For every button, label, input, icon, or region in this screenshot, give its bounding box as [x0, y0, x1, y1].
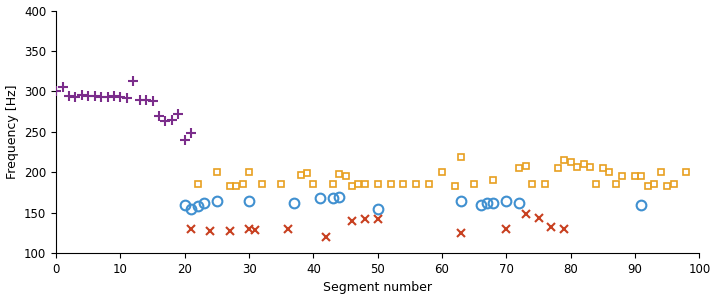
Y-axis label: Frequency [Hz]: Frequency [Hz] — [6, 85, 19, 179]
X-axis label: Segment number: Segment number — [323, 281, 432, 294]
